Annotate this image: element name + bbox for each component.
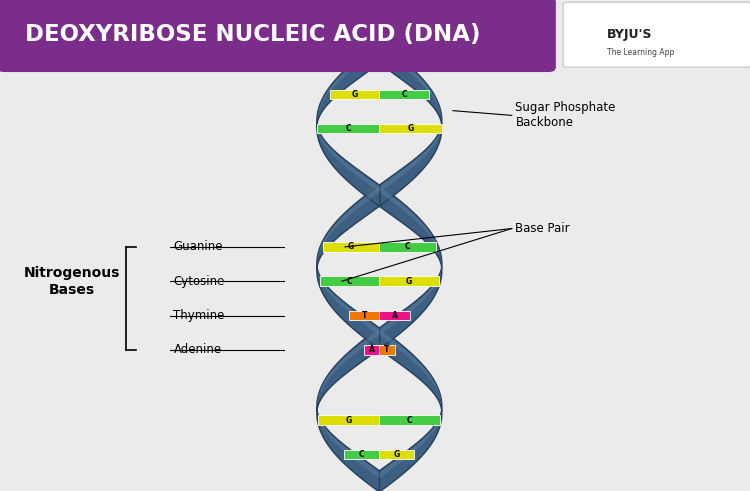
Polygon shape	[316, 186, 380, 349]
Text: G: G	[346, 415, 352, 425]
Text: C: C	[359, 450, 364, 459]
Text: Thymine: Thymine	[173, 309, 225, 322]
Text: G: G	[406, 277, 412, 286]
Text: Adenine: Adenine	[173, 343, 221, 356]
Text: Guanine: Guanine	[173, 241, 223, 253]
Text: A: A	[369, 345, 374, 355]
Polygon shape	[379, 43, 442, 207]
FancyBboxPatch shape	[0, 0, 556, 72]
Polygon shape	[316, 187, 380, 335]
Polygon shape	[380, 328, 442, 491]
Polygon shape	[316, 329, 380, 478]
FancyBboxPatch shape	[319, 415, 380, 425]
Polygon shape	[379, 186, 442, 349]
FancyBboxPatch shape	[380, 124, 442, 134]
Text: Sugar Phosphate
Backbone: Sugar Phosphate Backbone	[515, 102, 616, 130]
Text: G: G	[348, 243, 354, 251]
FancyBboxPatch shape	[364, 345, 380, 355]
Text: T: T	[384, 345, 390, 355]
FancyBboxPatch shape	[380, 311, 410, 320]
Text: C: C	[346, 277, 352, 286]
Text: A: A	[392, 311, 398, 320]
Text: Base Pair: Base Pair	[515, 222, 570, 235]
FancyBboxPatch shape	[317, 124, 380, 134]
FancyBboxPatch shape	[323, 242, 380, 252]
Polygon shape	[380, 329, 442, 478]
FancyBboxPatch shape	[320, 276, 380, 286]
Polygon shape	[316, 328, 380, 491]
FancyBboxPatch shape	[380, 345, 394, 355]
FancyBboxPatch shape	[563, 2, 750, 67]
Polygon shape	[316, 44, 380, 193]
Text: The Learning App: The Learning App	[608, 48, 675, 57]
Polygon shape	[379, 187, 442, 335]
FancyBboxPatch shape	[380, 89, 429, 99]
Text: G: G	[394, 450, 400, 459]
Polygon shape	[379, 44, 442, 193]
FancyBboxPatch shape	[380, 276, 439, 286]
Text: T: T	[362, 311, 367, 320]
FancyBboxPatch shape	[330, 89, 380, 99]
Text: G: G	[352, 90, 358, 99]
FancyBboxPatch shape	[349, 311, 380, 320]
Text: Cytosine: Cytosine	[173, 275, 225, 288]
Text: DEOXYRIBOSE NUCLEIC ACID (DNA): DEOXYRIBOSE NUCLEIC ACID (DNA)	[25, 23, 480, 46]
Text: C: C	[405, 243, 410, 251]
Text: G: G	[407, 124, 413, 133]
FancyBboxPatch shape	[380, 450, 414, 459]
FancyBboxPatch shape	[380, 415, 440, 425]
Text: BYJU'S: BYJU'S	[608, 28, 652, 41]
FancyBboxPatch shape	[344, 450, 380, 459]
FancyBboxPatch shape	[380, 242, 436, 252]
Text: C: C	[401, 90, 407, 99]
Text: C: C	[407, 415, 413, 425]
Polygon shape	[316, 43, 380, 207]
Text: Nitrogenous
Bases: Nitrogenous Bases	[24, 267, 120, 297]
Text: C: C	[346, 124, 351, 133]
